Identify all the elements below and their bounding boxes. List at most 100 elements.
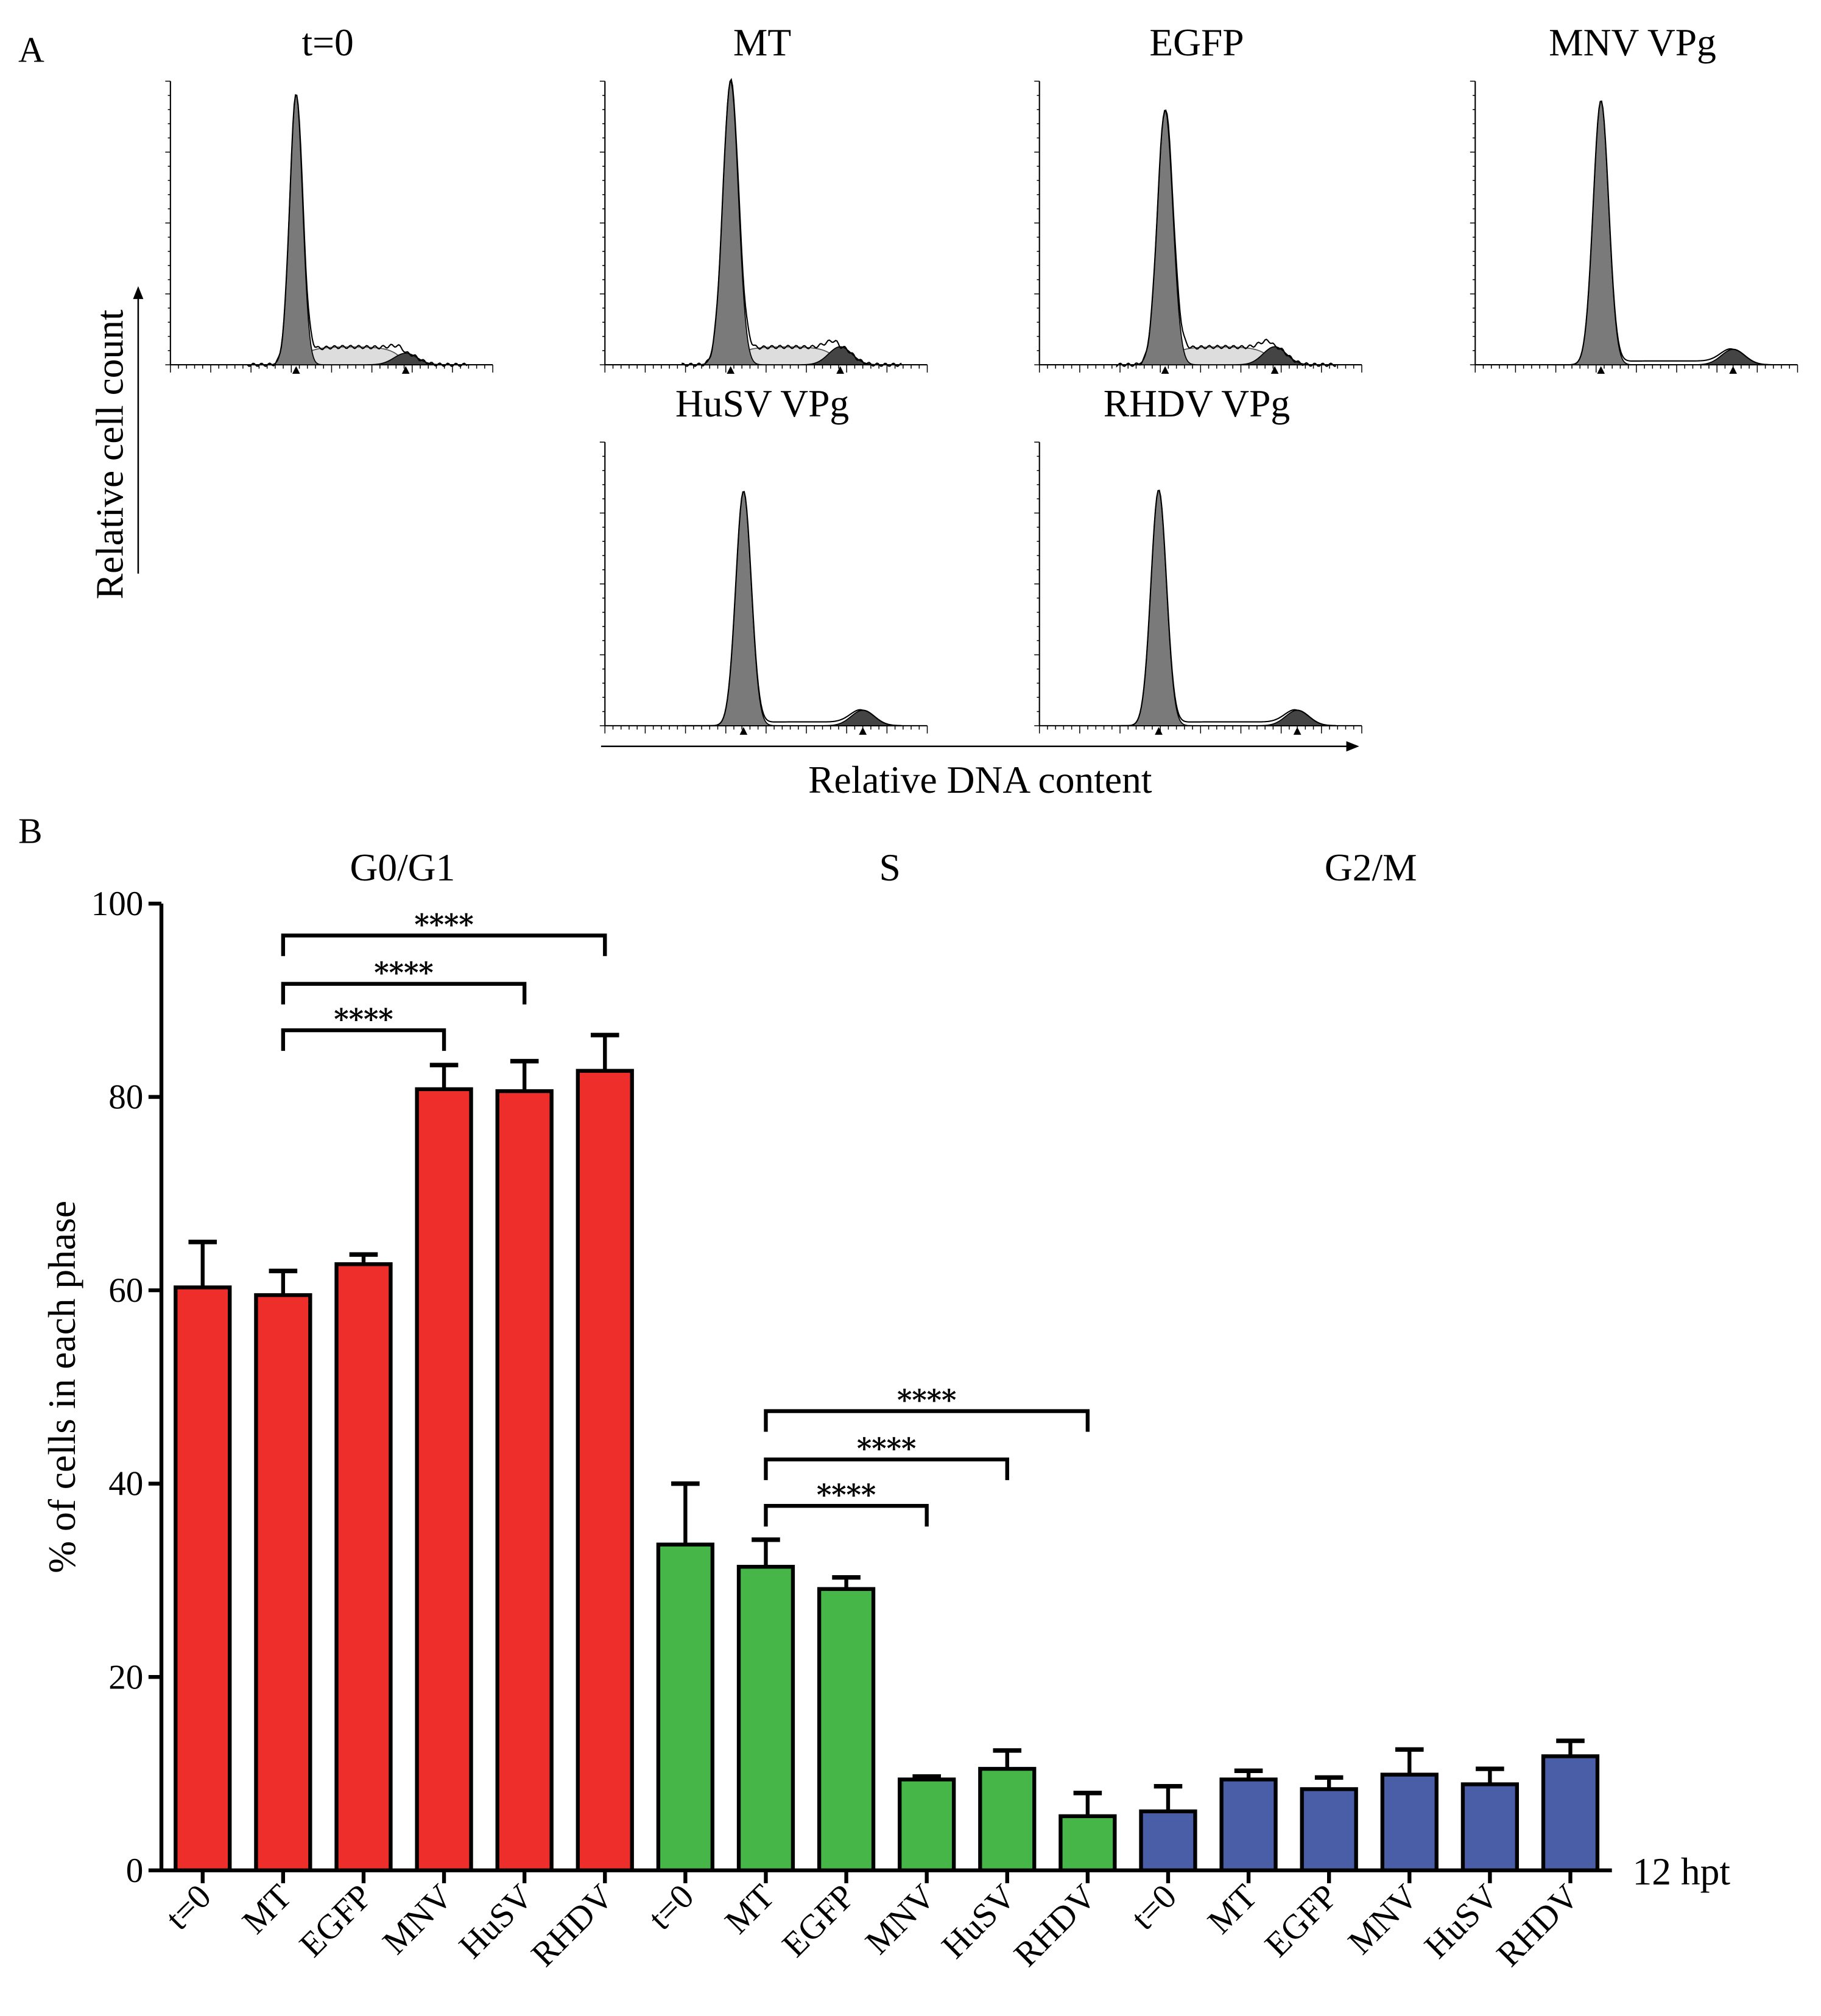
histogram: EGFP <box>1034 21 1362 374</box>
x-tick-label: t=0 <box>158 1877 219 1937</box>
y-tick-label: 0 <box>126 1852 144 1890</box>
y-tick-label: 100 <box>91 885 144 923</box>
fit-envelope <box>682 491 902 726</box>
bar <box>254 1293 312 1872</box>
x-tick-label: MT <box>235 1877 299 1941</box>
histogram-title: MNV VPg <box>1549 21 1716 64</box>
y-tick-label: 80 <box>108 1078 143 1117</box>
histogram: RHDV VPg <box>1034 382 1362 735</box>
bar <box>656 1542 715 1872</box>
bar <box>334 1262 393 1872</box>
peak-marker <box>292 366 300 374</box>
significance-bracket <box>281 982 527 1005</box>
fit-envelope <box>1552 100 1772 366</box>
significance-label: **** <box>897 1383 956 1416</box>
fit-envelope <box>247 94 468 367</box>
y-tick-label: 40 <box>108 1465 143 1503</box>
bar <box>1139 1809 1197 1872</box>
g2-peak <box>1258 709 1337 726</box>
peak-marker <box>401 366 410 374</box>
histogram-xlabel: Relative DNA content <box>808 758 1152 801</box>
histogram: t=0 <box>165 21 493 374</box>
significance-bracket <box>281 1028 446 1051</box>
histogram-title: HuSV VPg <box>675 382 849 425</box>
x-tick-label: RHDV <box>1490 1877 1587 1974</box>
significance-label: **** <box>414 907 473 941</box>
y-tick-label: 20 <box>108 1658 143 1696</box>
group-label: G2/M <box>1325 846 1417 889</box>
x-tick-label: HuSV <box>934 1877 1023 1966</box>
group-label: S <box>879 846 900 889</box>
x-tick-label: MNV <box>1341 1877 1426 1962</box>
bar <box>1219 1777 1278 1872</box>
y-tick-label: 60 <box>108 1271 143 1310</box>
histogram: MT <box>599 21 928 374</box>
x-tick-label: t=0 <box>641 1877 702 1937</box>
g2-peak <box>823 709 903 726</box>
x-tick-label: EGFP <box>1258 1877 1345 1964</box>
histogram-title: MT <box>733 21 791 64</box>
histogram-panel: t=0 MT EGFP MNV VPg HuSV VPg RHDV VPg <box>165 21 1798 735</box>
bar <box>1460 1782 1520 1872</box>
bar <box>1541 1754 1600 1872</box>
x-tick-label: RHDV <box>1007 1877 1104 1974</box>
chart-ylabel: % of cells in each phase <box>40 1201 83 1573</box>
time-label: 12 hpt <box>1633 1850 1731 1893</box>
x-tick-label: EGFP <box>292 1877 379 1964</box>
x-tick-label: MT <box>717 1877 781 1941</box>
peak-marker <box>739 726 748 735</box>
significance-bracket <box>764 1457 1009 1480</box>
histogram-title: EGFP <box>1149 21 1244 64</box>
x-tick-label: MNV <box>375 1877 460 1962</box>
ylabel-arrowhead <box>133 286 144 300</box>
peak-marker <box>1155 726 1163 735</box>
significance-label: **** <box>857 1431 916 1465</box>
bar <box>415 1087 473 1872</box>
significance-label: **** <box>334 1002 393 1036</box>
bar <box>1380 1772 1439 1872</box>
x-tick-label: RHDV <box>524 1877 621 1974</box>
peak-marker <box>1161 366 1169 374</box>
bar <box>174 1285 232 1872</box>
g1-peak <box>247 94 467 365</box>
peak-marker <box>727 366 735 374</box>
xlabel-arrowhead <box>1346 741 1359 752</box>
peak-marker <box>1270 366 1279 374</box>
bar <box>576 1069 634 1872</box>
peak-marker <box>1597 366 1605 374</box>
fit-envelope <box>682 77 902 367</box>
x-tick-label: HuSV <box>452 1877 541 1966</box>
bar <box>817 1587 876 1872</box>
bar <box>1058 1814 1117 1872</box>
bar <box>898 1777 956 1872</box>
s-phase-area <box>295 346 407 365</box>
peak-marker <box>1293 726 1301 735</box>
significance-label: **** <box>817 1478 876 1511</box>
bar <box>978 1766 1037 1872</box>
peak-marker <box>1729 366 1738 374</box>
peak-marker <box>836 366 844 374</box>
peak-marker <box>859 726 867 735</box>
fit-envelope <box>1116 109 1336 368</box>
histogram: HuSV VPg <box>599 382 928 735</box>
g1-peak <box>682 491 902 726</box>
g2-peak <box>1694 348 1773 365</box>
x-tick-label: EGFP <box>775 1877 862 1964</box>
panel-label-b: B <box>18 811 43 851</box>
histogram-ylabel: Relative cell count <box>88 309 132 599</box>
significance-bracket <box>281 933 607 957</box>
x-tick-label: MT <box>1200 1877 1264 1941</box>
x-tick-label: HuSV <box>1417 1877 1506 1966</box>
panel-label-a: A <box>18 30 44 70</box>
x-tick-label: t=0 <box>1124 1877 1184 1937</box>
histogram-title: RHDV VPg <box>1104 382 1290 425</box>
bar <box>495 1089 554 1872</box>
group-label: G0/G1 <box>350 846 455 889</box>
bar <box>736 1565 795 1872</box>
histogram-title: t=0 <box>302 21 354 64</box>
bar <box>1300 1787 1358 1872</box>
significance-bracket <box>764 1504 929 1527</box>
significance-bracket <box>764 1409 1090 1432</box>
